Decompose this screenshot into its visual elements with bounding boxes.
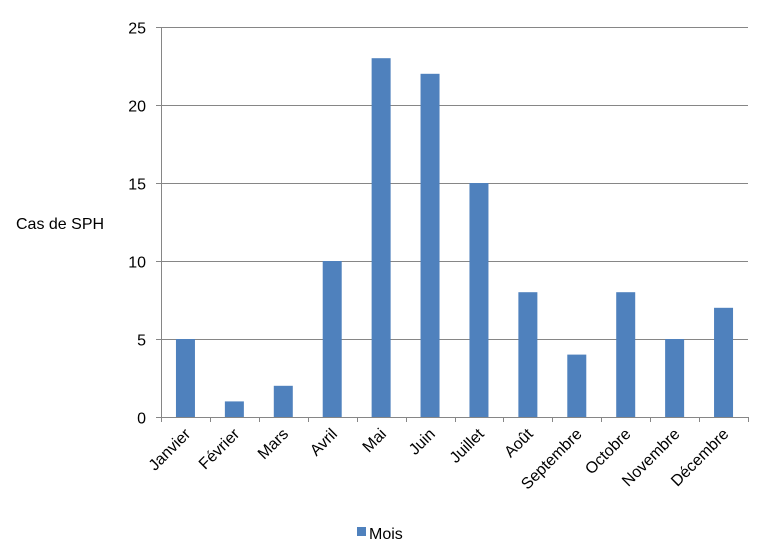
x-tick-label: Février — [196, 425, 244, 473]
bar — [616, 292, 636, 417]
bar — [224, 401, 244, 417]
x-tick-label: Juillet — [447, 425, 488, 466]
bar — [273, 385, 293, 417]
x-tick-label: Août — [501, 425, 537, 461]
bar — [322, 261, 342, 417]
bar — [665, 339, 685, 417]
x-tick-label: Janvier — [146, 425, 195, 474]
x-tick-label: Juin — [406, 426, 439, 459]
bar — [714, 307, 734, 417]
bar — [518, 292, 538, 417]
bar — [469, 183, 489, 417]
bar — [567, 354, 587, 417]
bars — [175, 58, 734, 418]
legend: Mois — [357, 526, 403, 543]
legend-swatch — [357, 527, 366, 536]
y-tick-label: 20 — [128, 99, 146, 116]
bar — [371, 58, 391, 417]
x-tick-label: Avril — [307, 426, 341, 460]
x-tick-label: Mai — [360, 426, 390, 456]
y-tick-label: 5 — [137, 333, 146, 350]
bar — [420, 73, 440, 418]
y-tick-label: 15 — [128, 177, 146, 194]
bar — [175, 339, 195, 417]
y-tick-label: 25 — [128, 21, 146, 38]
x-axis-ticks: Janvier Février Mars Avril Mai Juin Juillet Aoû… — [146, 417, 749, 493]
legend-label: Mois — [369, 526, 403, 543]
y-axis-title: Cas de SPH — [16, 216, 104, 233]
y-tick-label: 10 — [128, 255, 146, 272]
y-tick-label: 0 — [137, 411, 146, 428]
gridlines — [161, 27, 748, 340]
y-axis-ticks: 0 5 10 15 20 25 — [128, 21, 161, 428]
axes — [161, 27, 748, 418]
x-tick-label: Mars — [255, 426, 292, 463]
